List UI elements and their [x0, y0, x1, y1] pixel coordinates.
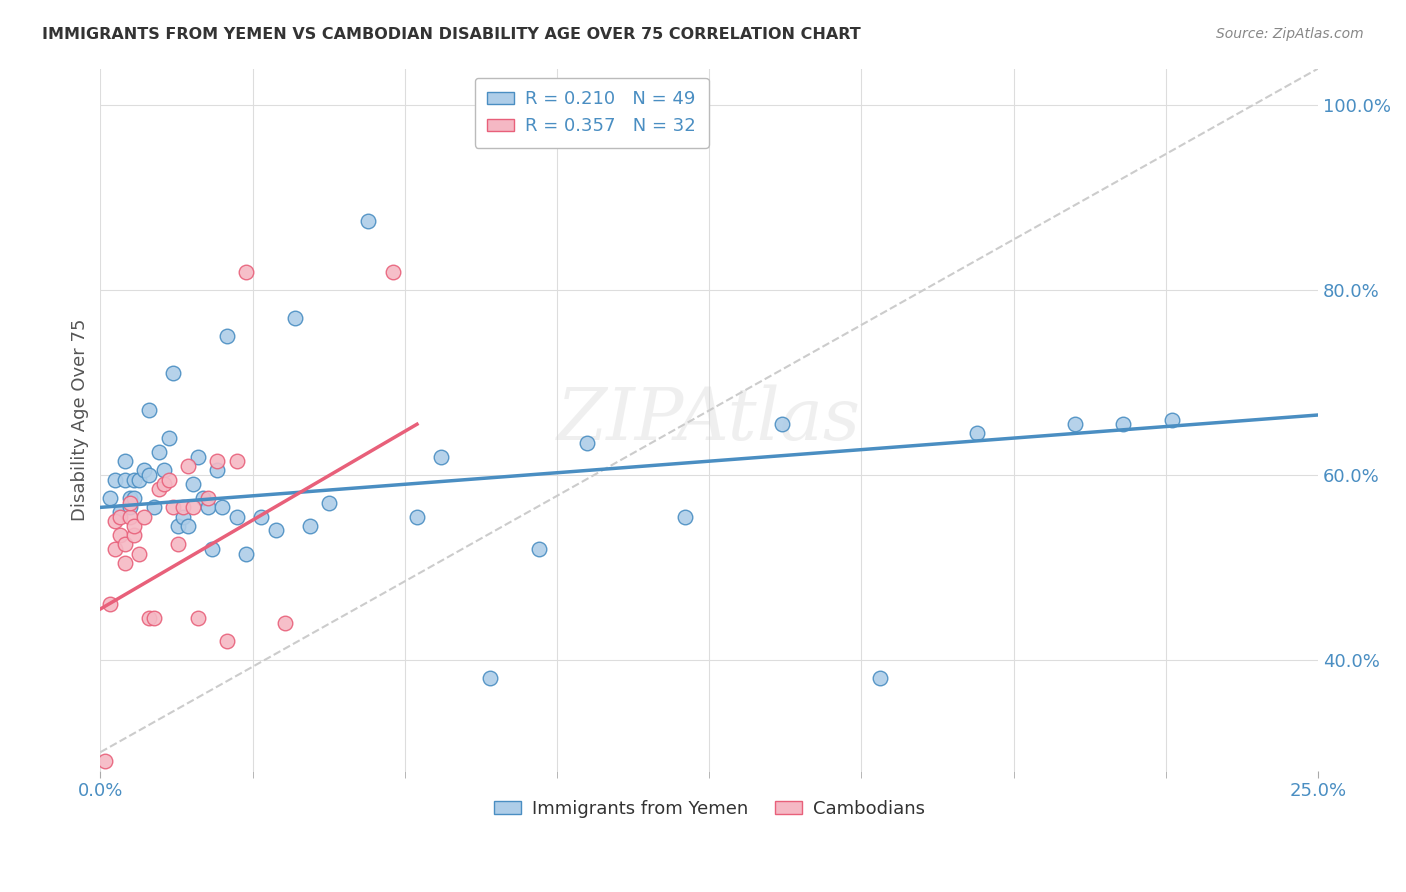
Point — [104, 514, 127, 528]
Point — [138, 468, 160, 483]
Point — [177, 458, 200, 473]
Point — [128, 547, 150, 561]
Point — [191, 491, 214, 505]
Text: Source: ZipAtlas.com: Source: ZipAtlas.com — [1216, 27, 1364, 41]
Point — [142, 500, 165, 515]
Point — [162, 500, 184, 515]
Point — [124, 491, 146, 505]
Point — [357, 214, 380, 228]
Point — [177, 519, 200, 533]
Point — [142, 611, 165, 625]
Point — [114, 537, 136, 551]
Point — [118, 496, 141, 510]
Point — [108, 505, 131, 519]
Point — [284, 310, 307, 325]
Point — [98, 598, 121, 612]
Point — [124, 473, 146, 487]
Point — [138, 403, 160, 417]
Point — [134, 463, 156, 477]
Point — [1063, 417, 1085, 432]
Y-axis label: Disability Age Over 75: Disability Age Over 75 — [72, 318, 89, 521]
Point — [187, 450, 209, 464]
Point — [215, 634, 238, 648]
Point — [104, 541, 127, 556]
Point — [869, 671, 891, 685]
Point — [118, 500, 141, 515]
Point — [172, 500, 194, 515]
Point — [1161, 412, 1184, 426]
Point — [162, 367, 184, 381]
Point — [250, 509, 273, 524]
Point — [966, 426, 988, 441]
Text: ZIPAtlas: ZIPAtlas — [557, 384, 862, 455]
Point — [673, 509, 696, 524]
Point — [406, 509, 429, 524]
Point — [157, 431, 180, 445]
Point — [152, 463, 174, 477]
Point — [138, 611, 160, 625]
Point — [104, 473, 127, 487]
Point — [576, 435, 599, 450]
Point — [134, 509, 156, 524]
Point — [527, 541, 550, 556]
Point — [157, 473, 180, 487]
Point — [201, 541, 224, 556]
Point — [187, 611, 209, 625]
Point — [172, 509, 194, 524]
Point — [197, 500, 219, 515]
Point — [118, 491, 141, 505]
Point — [235, 265, 257, 279]
Point — [148, 482, 170, 496]
Point — [430, 450, 453, 464]
Point — [114, 556, 136, 570]
Point — [118, 509, 141, 524]
Point — [235, 547, 257, 561]
Point — [152, 477, 174, 491]
Point — [225, 509, 247, 524]
Point — [94, 755, 117, 769]
Point — [225, 454, 247, 468]
Point — [114, 454, 136, 468]
Point — [211, 500, 233, 515]
Point — [1112, 417, 1135, 432]
Point — [124, 519, 146, 533]
Point — [770, 417, 793, 432]
Point — [197, 491, 219, 505]
Text: IMMIGRANTS FROM YEMEN VS CAMBODIAN DISABILITY AGE OVER 75 CORRELATION CHART: IMMIGRANTS FROM YEMEN VS CAMBODIAN DISAB… — [42, 27, 860, 42]
Point — [264, 524, 287, 538]
Point — [181, 500, 204, 515]
Point — [167, 519, 190, 533]
Point — [215, 329, 238, 343]
Point — [124, 528, 146, 542]
Point — [108, 509, 131, 524]
Point — [108, 528, 131, 542]
Point — [207, 454, 229, 468]
Point — [298, 519, 321, 533]
Point — [479, 671, 502, 685]
Point — [98, 491, 121, 505]
Point — [207, 463, 229, 477]
Point — [167, 537, 190, 551]
Point — [148, 445, 170, 459]
Point — [381, 265, 404, 279]
Legend: Immigrants from Yemen, Cambodians: Immigrants from Yemen, Cambodians — [486, 792, 932, 825]
Point — [181, 477, 204, 491]
Point — [318, 496, 340, 510]
Point — [274, 615, 297, 630]
Point — [128, 473, 150, 487]
Point — [114, 473, 136, 487]
